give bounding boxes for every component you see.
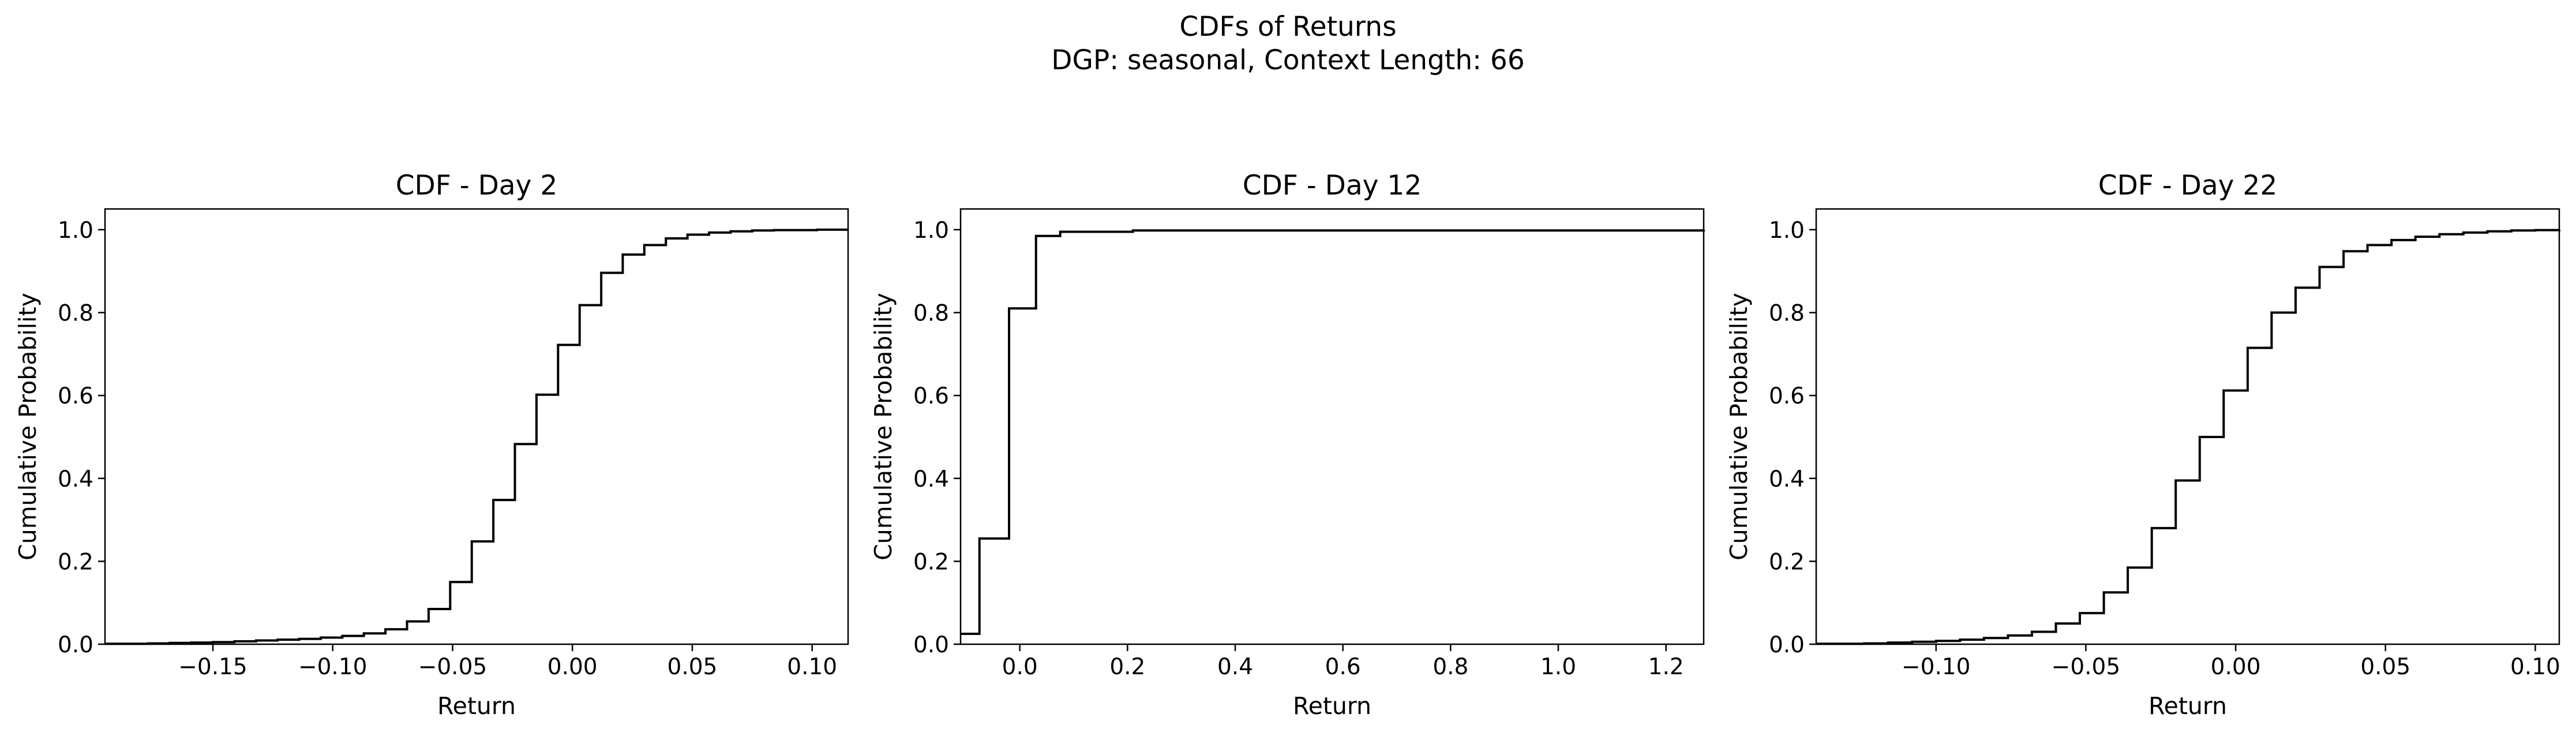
panel-2-y-tick-label: 0.4 [913,466,949,492]
panel-1-y-tick-label: 0.2 [58,549,93,575]
panel-1-y-tick-label: 0.0 [58,632,93,658]
panel-2-x-tick-label: 0.8 [1433,654,1468,680]
panel-3-x-tick-label: −0.10 [1902,654,1971,680]
panel-3-axes-frame [1815,208,2560,645]
panel-1-axes-frame [104,208,849,645]
figure-title-line-1: CDFs of Returns [1179,11,1397,43]
panel-2-y-tick-label: 0.0 [913,632,949,658]
panel-3-x-tick-label: 0.05 [2360,654,2410,680]
panel-2-x-tick-label: 0.0 [1002,654,1038,680]
panel-1-y-axis-label: Cumulative Probability [14,293,42,561]
panel-1-cdf-step-line [105,228,848,645]
panel-1-x-tick-label: 0.05 [668,654,718,680]
panel-1-y-tick-label: 0.6 [58,383,93,409]
panel-1-x-tick-label: 0.10 [787,654,837,680]
panel-2-x-axis-label: Return [1293,692,1371,720]
panel-2-x-tick-label: 0.2 [1109,654,1145,680]
panel-2-y-tick-label: 0.2 [913,549,949,575]
panel-3-x-tick-label: 0.00 [2211,654,2261,680]
panel-2-axes-frame [959,208,1705,645]
panel-3-y-tick-label: 0.8 [1769,301,1805,327]
panel-1-title: CDF - Day 2 [396,170,558,201]
panel-2-cdf-step-line [961,229,1705,635]
panel-2-y-axis-label: Cumulative Probability [869,293,897,561]
panel-1-x-tick-label: 0.00 [548,654,598,680]
panel-1-y-tick-label: 0.8 [58,301,93,327]
figure-title: CDFs of Returns DGP: seasonal, Context L… [0,10,2576,77]
panel-3-x-tick-label: 0.10 [2510,654,2560,680]
panel-3-y-axis-label: Cumulative Probability [1725,293,1753,561]
panel-3-y-tick-label: 0.4 [1769,466,1805,492]
panel-3-y-tick-label: 0.0 [1769,632,1805,658]
panel-1-x-axis-label: Return [437,692,516,720]
panel-3-x-tick-label: −0.05 [2052,654,2121,680]
panel-2-y-tick-label: 0.8 [913,301,949,327]
panel-3-title: CDF - Day 22 [2098,170,2277,201]
panel-2-y-tick-label: 0.6 [913,383,949,409]
panel-1-x-tick-label: −0.05 [418,654,488,680]
panel-3-cdf-step-line [1816,229,2560,645]
panel-1-x-tick-label: −0.10 [298,654,368,680]
panel-3-y-tick-label: 0.6 [1769,383,1805,409]
panel-1-y-tick-label: 1.0 [58,218,93,244]
panel-2-x-tick-label: 1.0 [1540,654,1576,680]
panel-3-y-tick-label: 0.2 [1769,549,1805,575]
panel-2-x-tick-label: 0.4 [1217,654,1253,680]
panel-2-x-tick-label: 1.2 [1648,654,1684,680]
panel-2-y-tick-label: 1.0 [913,218,949,244]
panel-3-y-tick-label: 1.0 [1769,218,1805,244]
panel-2-x-tick-label: 0.6 [1325,654,1361,680]
panel-2-title: CDF - Day 12 [1243,170,1422,201]
figure-title-line-2: DGP: seasonal, Context Length: 66 [1051,44,1525,76]
panel-1-x-tick-label: −0.15 [178,654,248,680]
panel-3-x-axis-label: Return [2148,692,2227,720]
panel-1-y-tick-label: 0.4 [58,466,93,492]
